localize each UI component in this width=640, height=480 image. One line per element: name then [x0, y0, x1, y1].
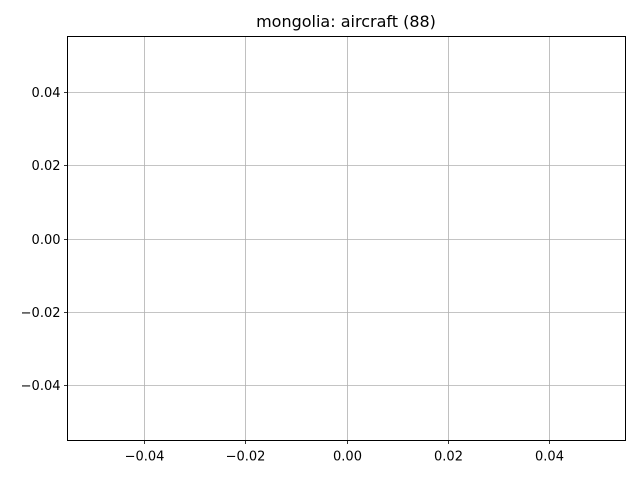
y-tick-label: 0.00: [32, 233, 61, 248]
grid-lines: [67, 36, 626, 441]
x-tick-label: −0.02: [226, 450, 266, 465]
x-tick-label: 0.04: [535, 450, 564, 465]
y-tick-label: 0.04: [32, 86, 61, 101]
x-axis-ticks: −0.04 −0.02 0.00 0.02 0.04: [125, 440, 564, 465]
y-tick-label: 0.02: [32, 159, 61, 174]
x-tick-label: 0.00: [333, 450, 362, 465]
x-tick-label: −0.04: [125, 450, 165, 465]
x-tick-label: 0.02: [434, 450, 463, 465]
plot-frame: [67, 36, 626, 441]
y-tick-label: −0.02: [21, 306, 61, 321]
y-tick-label: −0.04: [21, 379, 61, 394]
y-axis-ticks: −0.04 −0.02 0.00 0.02 0.04: [21, 86, 68, 394]
chart-title: mongolia: aircraft (88): [256, 12, 436, 31]
